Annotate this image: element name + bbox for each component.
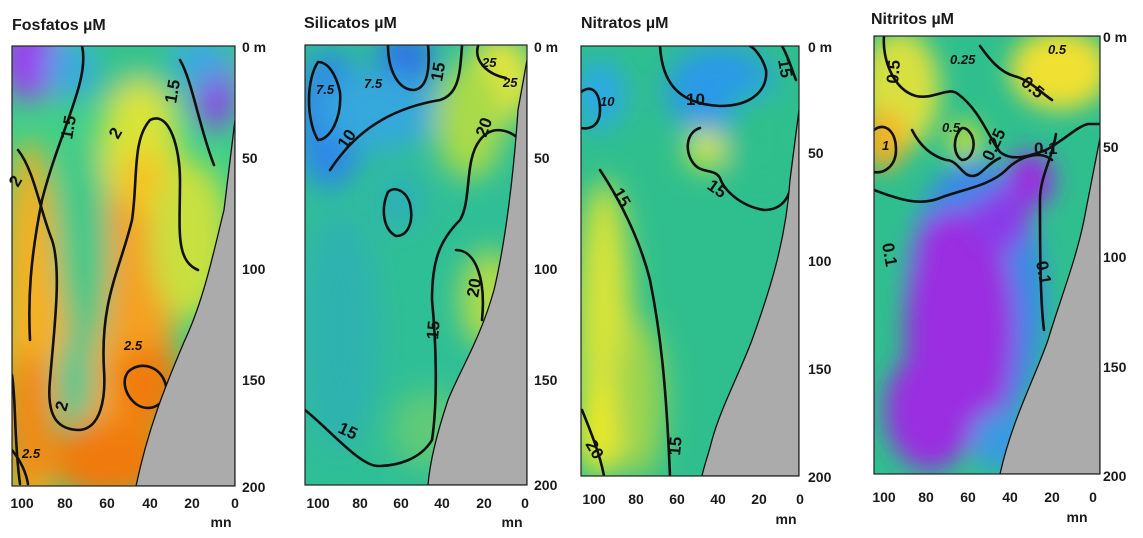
x-tick-label: 80 bbox=[352, 495, 368, 511]
field-nitritos bbox=[874, 36, 1100, 474]
x-tick-label: 100 bbox=[872, 489, 896, 505]
contour-label: 15 bbox=[665, 436, 686, 457]
field-silicatos bbox=[305, 45, 527, 485]
x-axis-nitritos: 100 80 60 40 20 0 mn bbox=[872, 489, 1097, 525]
contour-label: 25 bbox=[481, 55, 497, 70]
panel-title: Fosfatos µM bbox=[12, 17, 106, 34]
contour-label: 1.5 bbox=[57, 114, 80, 141]
contour-label: 10 bbox=[686, 90, 705, 109]
y-tick-label: 100 bbox=[808, 253, 832, 269]
contour-label: 0.1 bbox=[1034, 139, 1058, 158]
y-tick-label: 150 bbox=[1103, 359, 1127, 375]
y-tick-label: 0 m bbox=[1103, 29, 1127, 45]
panel-title: Silicatos µM bbox=[304, 15, 397, 32]
x-tick-label: 60 bbox=[393, 495, 409, 511]
y-tick-label: 200 bbox=[242, 479, 266, 495]
x-tick-label: 20 bbox=[476, 495, 492, 511]
x-tick-label: 20 bbox=[1044, 489, 1060, 505]
contour-label: 0.5 bbox=[1048, 42, 1067, 57]
x-tick-label: 40 bbox=[142, 495, 158, 511]
y-tick-label: 200 bbox=[1103, 468, 1127, 484]
x-axis-label: mn bbox=[211, 514, 232, 530]
panel-nitratos: Nitratos µM 10 10 15 15 bbox=[580, 15, 832, 527]
contour-label: 15 bbox=[423, 320, 444, 341]
y-tick-label: 0 m bbox=[242, 39, 266, 55]
y-axis-silicatos: 0 m 50 100 150 200 bbox=[534, 39, 558, 493]
x-tick-label: 100 bbox=[582, 491, 606, 507]
y-tick-label: 100 bbox=[1103, 249, 1127, 265]
contour-label: 0.1 bbox=[878, 241, 901, 268]
contour-label: 1 bbox=[882, 138, 889, 153]
y-tick-label: 0 m bbox=[534, 39, 558, 55]
field-nitratos bbox=[581, 46, 799, 476]
y-tick-label: 50 bbox=[808, 145, 824, 161]
y-tick-label: 50 bbox=[534, 150, 550, 166]
field-fosfatos bbox=[12, 46, 235, 486]
x-tick-label: 40 bbox=[434, 495, 450, 511]
contour-label: 0.5 bbox=[883, 59, 904, 84]
contour-label: 15 bbox=[774, 57, 796, 79]
contour-label: 20 bbox=[463, 277, 485, 299]
x-axis-label: mn bbox=[502, 514, 523, 530]
x-tick-label: 100 bbox=[306, 495, 330, 511]
x-tick-label: 80 bbox=[57, 495, 73, 511]
x-tick-label: 60 bbox=[99, 495, 115, 511]
contour-label: 0.1 bbox=[1032, 259, 1055, 286]
contour-label: 7.5 bbox=[316, 82, 335, 97]
contour-label: 25 bbox=[502, 75, 518, 90]
x-tick-label: 20 bbox=[184, 495, 200, 511]
x-axis-nitratos: 100 80 60 40 20 0 mn bbox=[582, 491, 804, 527]
y-tick-label: 100 bbox=[534, 261, 558, 277]
x-tick-label: 40 bbox=[710, 491, 726, 507]
contour-label: 0.5 bbox=[942, 120, 961, 135]
x-axis-label: mn bbox=[1067, 509, 1088, 525]
panel-title: Nitratos µM bbox=[581, 15, 668, 32]
y-axis-nitritos: 0 m 50 100 150 200 bbox=[1103, 29, 1127, 484]
x-tick-label: 60 bbox=[669, 491, 685, 507]
panel-fosfatos: Fosfatos µM bbox=[5, 17, 266, 530]
y-tick-label: 150 bbox=[534, 372, 558, 388]
y-tick-label: 150 bbox=[242, 372, 266, 388]
x-tick-label: 0 bbox=[521, 495, 529, 511]
y-tick-label: 0 m bbox=[808, 39, 832, 55]
contour-label: 15 bbox=[427, 61, 449, 83]
contour-label: 2.5 bbox=[123, 338, 143, 353]
x-axis-silicatos: 100 80 60 40 20 0 mn bbox=[306, 495, 529, 530]
y-tick-label: 200 bbox=[534, 477, 558, 493]
x-tick-label: 0 bbox=[796, 491, 804, 507]
x-tick-label: 100 bbox=[10, 495, 34, 511]
x-axis-fosfatos: 100 80 60 40 20 0 mn bbox=[10, 495, 239, 530]
x-tick-label: 40 bbox=[1002, 489, 1018, 505]
panel-title: Nitritos µM bbox=[871, 11, 954, 28]
contour-label: 10 bbox=[600, 94, 615, 109]
y-tick-label: 50 bbox=[1103, 139, 1119, 155]
y-axis-nitratos: 0 m 50 100 150 200 bbox=[808, 39, 832, 485]
x-tick-label: 80 bbox=[918, 489, 934, 505]
y-tick-label: 50 bbox=[242, 150, 258, 166]
x-axis-label: mn bbox=[776, 511, 797, 527]
contour-label: 2.5 bbox=[21, 446, 41, 461]
panel-nitritos: Nitritos µM bbox=[871, 11, 1127, 525]
x-tick-label: 80 bbox=[628, 491, 644, 507]
y-tick-label: 100 bbox=[242, 261, 266, 277]
x-tick-label: 0 bbox=[1089, 489, 1097, 505]
panel-silicatos: Silicatos µM 7.5 bbox=[304, 15, 558, 530]
y-axis-fosfatos: 0 m 50 100 150 200 bbox=[242, 39, 266, 495]
x-tick-label: 60 bbox=[960, 489, 976, 505]
x-tick-label: 20 bbox=[751, 491, 767, 507]
x-tick-label: 0 bbox=[231, 495, 239, 511]
contour-label: 7.5 bbox=[364, 76, 383, 91]
y-tick-label: 200 bbox=[808, 469, 832, 485]
y-tick-label: 150 bbox=[808, 361, 832, 377]
contour-label: 1.5 bbox=[161, 78, 184, 105]
contour-label: 0.25 bbox=[950, 52, 976, 67]
